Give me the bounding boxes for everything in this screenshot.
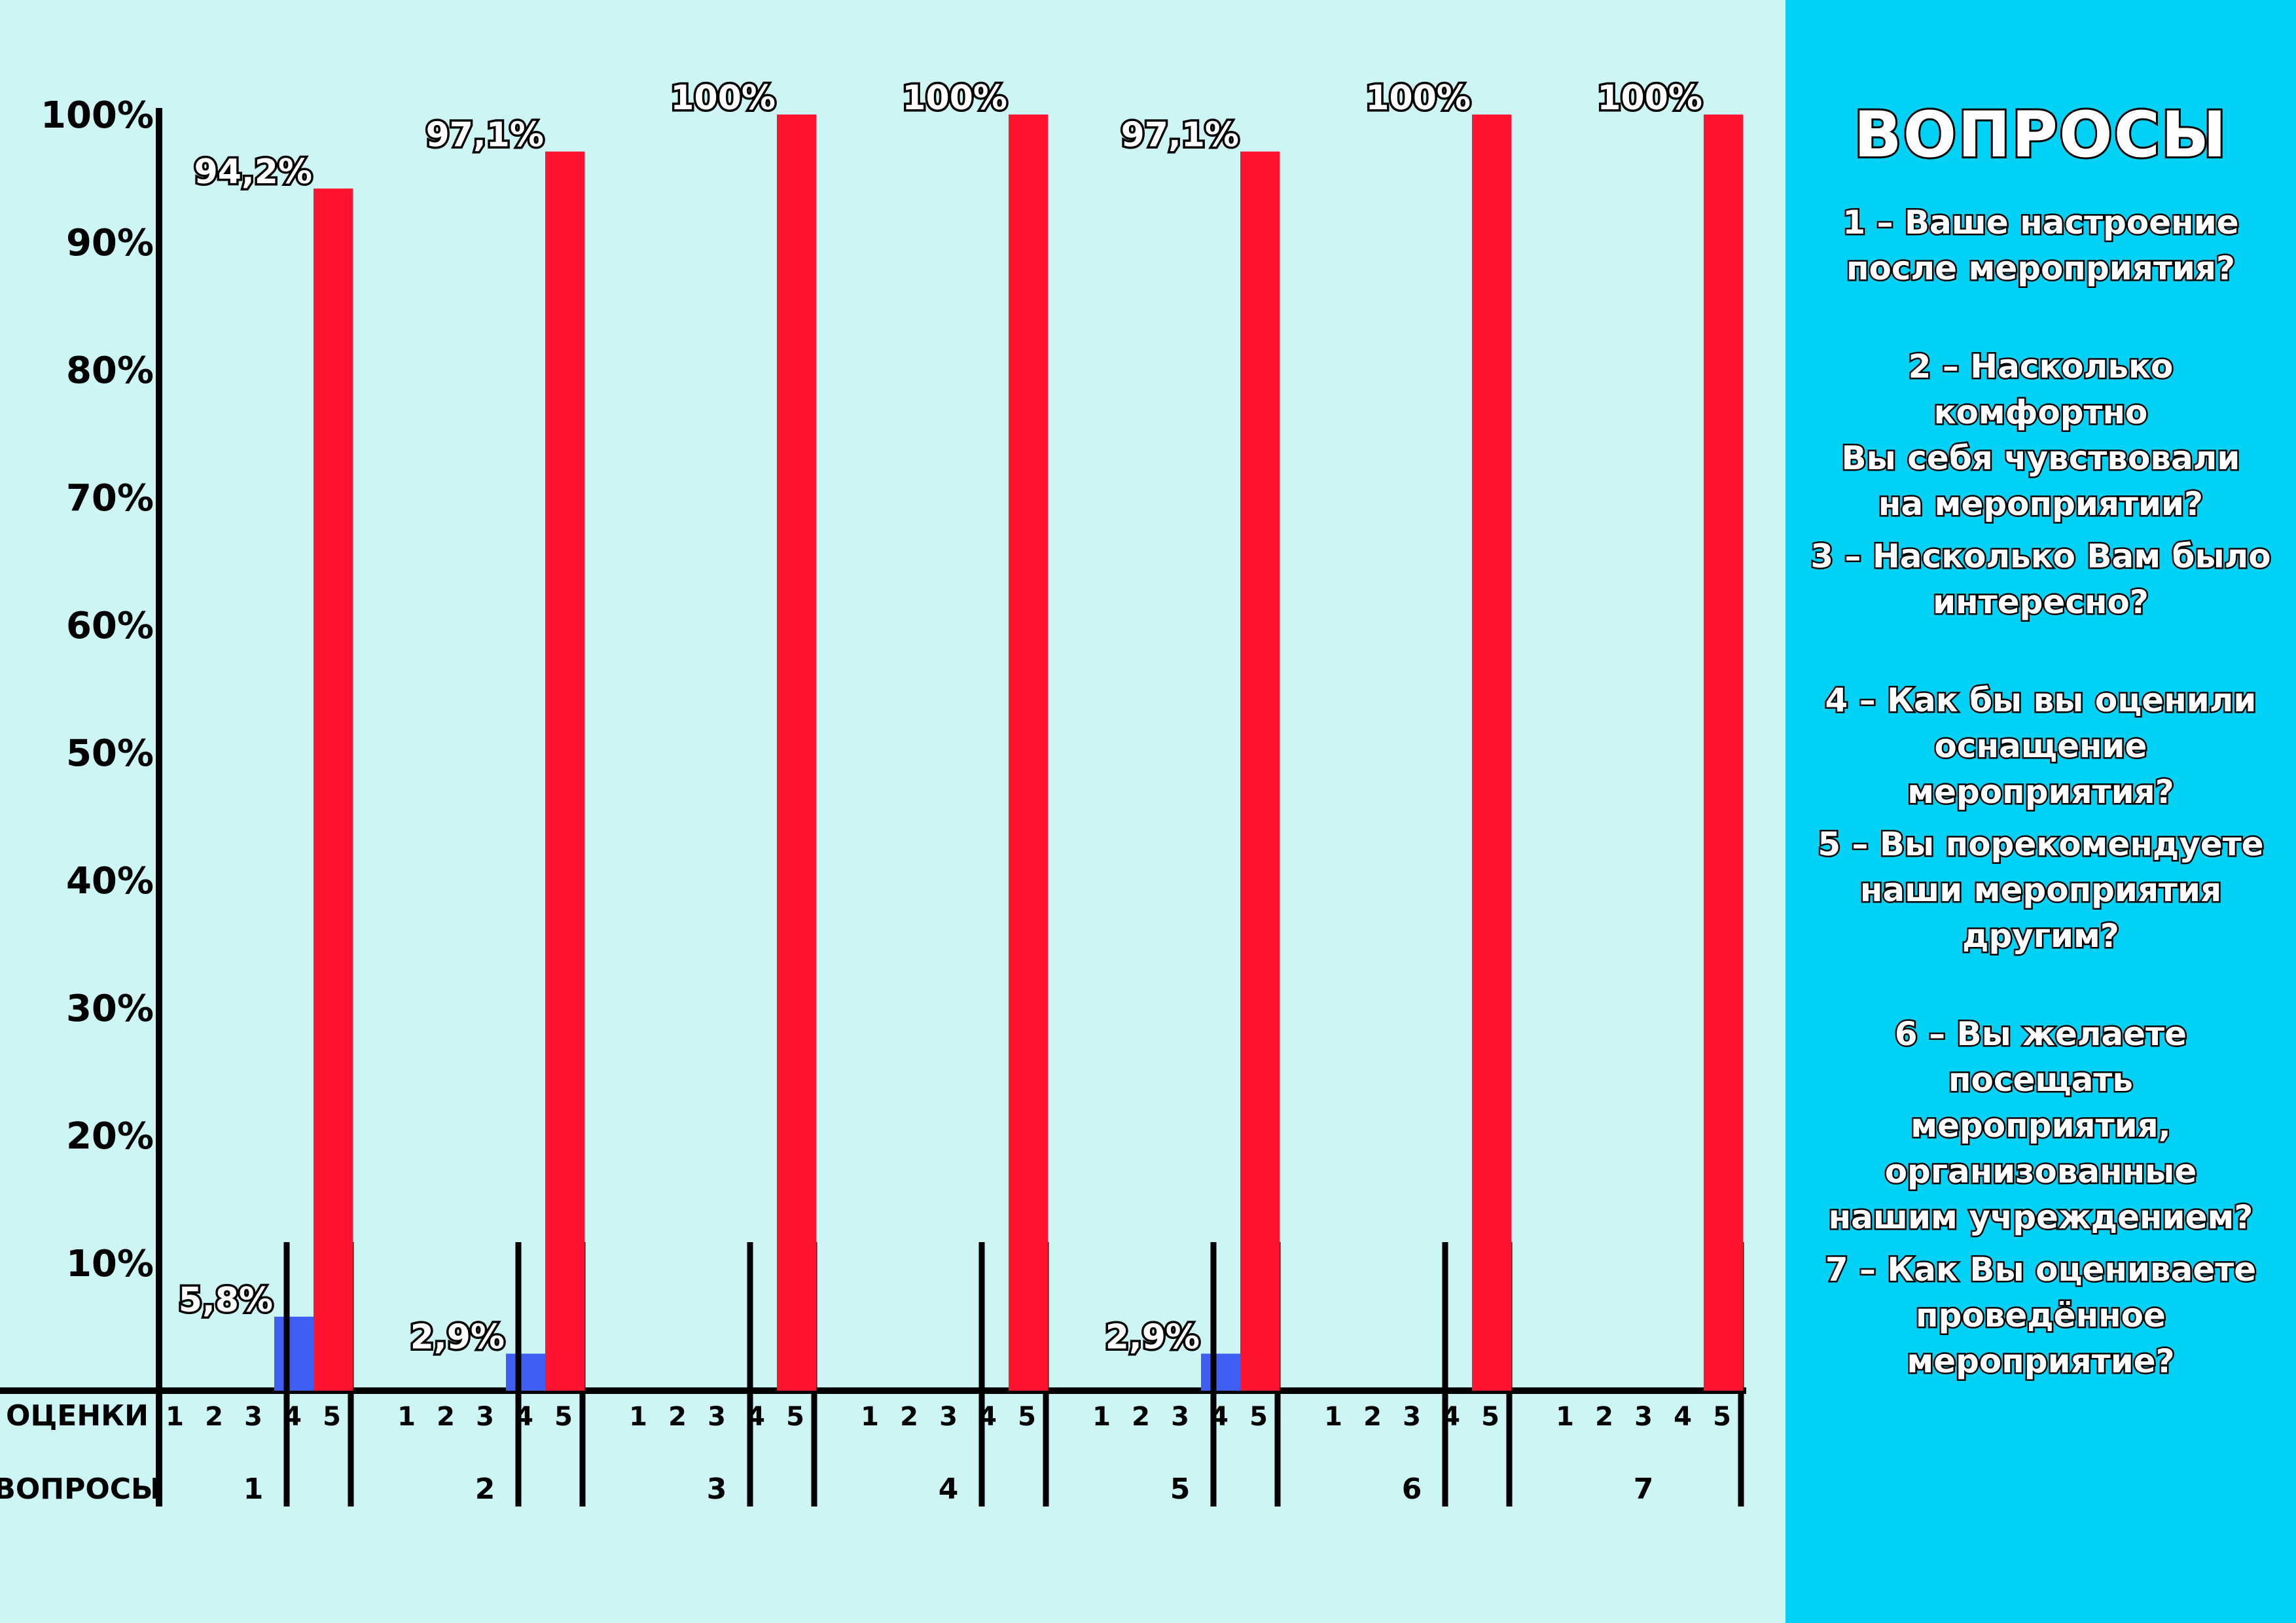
questions-title: ВОПРОСЫ [1852,96,2228,173]
score-tick-label: 2 [900,1402,918,1432]
y-tick-label: 60% [66,605,154,647]
data-label: 5,8% [179,1281,273,1320]
bar-score-5 [1472,115,1511,1391]
score-tick-label: 5 [554,1402,573,1432]
question-number-label: 3 [707,1472,727,1506]
bar-score-5 [777,115,816,1391]
questions-row-label: ВОПРОСЫ [0,1472,161,1506]
score-tick-label: 3 [939,1402,958,1432]
question-1: 1 – Ваше настроение после мероприятия? [1841,202,2240,289]
score-tick-label: 2 [205,1402,223,1432]
scores-row-label: ОЦЕНКИ [6,1399,149,1433]
y-tick-label: 80% [66,349,154,392]
data-label: 100% [1365,79,1471,118]
questions-panel: ВОПРОСЫ 1 – Ваше настроение после меропр… [1785,0,2296,1623]
score-tick-label: 5 [1481,1402,1499,1432]
score-tick-label: 3 [708,1402,726,1432]
data-label: 100% [670,79,776,118]
score-tick-label: 5 [323,1402,341,1432]
score-tick-label: 1 [861,1402,879,1432]
question-number-label: 2 [475,1472,495,1506]
bar-score-4 [1201,1353,1240,1391]
question-number-label: 4 [939,1472,959,1506]
score-tick-label: 5 [786,1402,804,1432]
question-number-label: 6 [1402,1472,1422,1506]
bar-score-5 [1240,151,1280,1391]
question-number-label: 7 [1634,1472,1654,1506]
y-tick-label: 30% [66,988,154,1030]
y-tick-label: 10% [66,1243,154,1285]
y-tick-label: 70% [66,477,154,520]
score-tick-label: 2 [1132,1402,1150,1432]
score-tick-label: 2 [668,1402,687,1432]
score-tick-label: 5 [1018,1402,1036,1432]
score-tick-label: 3 [476,1402,494,1432]
score-tick-label: 3 [244,1402,262,1432]
score-tick-label: 2 [437,1402,455,1432]
score-tick-label: 3 [1403,1402,1421,1432]
y-tick-label: 20% [66,1115,154,1158]
score-tick-label: 1 [166,1402,184,1432]
question-3: 3 – Насколько Вам было интересно? [1809,536,2272,623]
data-label: 100% [902,79,1007,118]
score-tick-label: 5 [1249,1402,1268,1432]
bar-score-4 [506,1353,545,1391]
y-tick-label: 90% [66,222,154,264]
question-number-label: 5 [1170,1472,1191,1506]
score-tick-label: 1 [1092,1402,1111,1432]
bar-score-4 [274,1316,314,1391]
question-6: 6 – Вы желаете посещать мероприятия, орг… [1827,1014,2255,1238]
question-4: 4 – Как бы вы оценили оснащение мероприя… [1823,680,2258,813]
question-7: 7 – Как Вы оцениваете проведённое меропр… [1823,1249,2257,1382]
score-tick-label: 1 [629,1402,647,1432]
bar-score-5 [314,188,353,1391]
data-label: 97,1% [1121,116,1239,155]
question-number-label: 1 [243,1472,264,1506]
data-label: 2,9% [1105,1317,1200,1357]
bar-score-5 [545,151,584,1391]
bar-score-5 [1009,115,1048,1391]
question-2: 2 – Насколько комфортно Вы себя чувствов… [1840,346,2242,525]
score-tick-label: 1 [1324,1402,1342,1432]
bar-chart: 10% 20% 30% 40% 50% 60% 70% 80% 90% 100% ОЦЕНКИ ВОП… [0,77,1746,1507]
data-label: 97,1% [426,116,544,155]
score-tick-label: 3 [1634,1402,1653,1432]
data-label: 2,9% [410,1317,505,1357]
bar-score-5 [1704,115,1743,1391]
y-tick-label: 50% [66,732,154,775]
score-tick-label: 1 [397,1402,416,1432]
y-tick-label: 40% [66,860,154,902]
score-tick-label: 5 [1713,1402,1731,1432]
score-tick-label: 3 [1171,1402,1189,1432]
question-5: 5 – Вы порекомендуете наши мероприятия д… [1816,824,2265,957]
data-label: 100% [1597,79,1702,118]
score-tick-label: 2 [1363,1402,1382,1432]
y-tick-label: 100% [41,94,154,137]
score-tick-label: 1 [1556,1402,1574,1432]
chart-area: 10% 20% 30% 40% 50% 60% 70% 80% 90% 100% ОЦЕНКИ ВОП… [0,76,1746,1507]
score-tick-label: 2 [1595,1402,1613,1432]
score-tick-label: 4 [1674,1402,1692,1432]
data-label: 94,2% [194,152,312,192]
